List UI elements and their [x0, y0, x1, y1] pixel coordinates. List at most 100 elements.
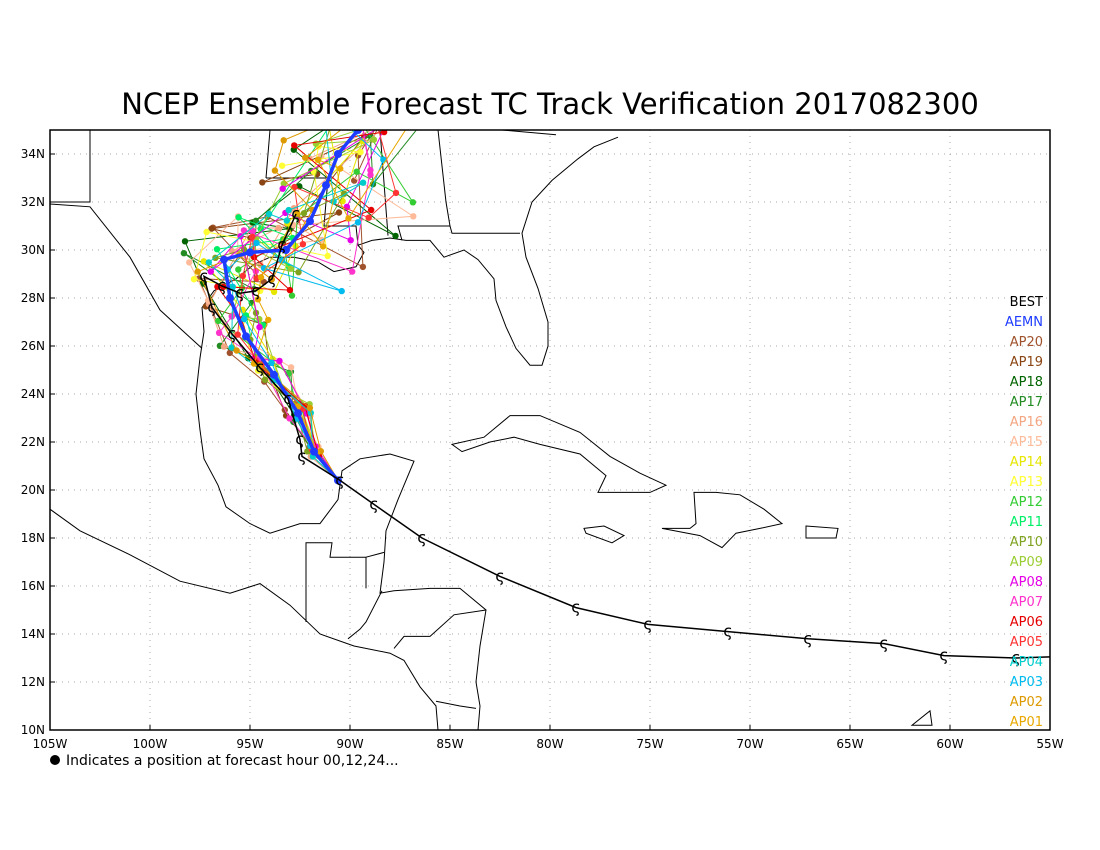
- hurricane-symbol-icon: ς: [803, 629, 812, 648]
- legend-entry: AP02: [1010, 695, 1043, 710]
- aemn-position-dot: [354, 130, 362, 134]
- aemn-position-dot: [242, 332, 250, 341]
- ensemble-position-dot: [365, 214, 372, 221]
- ensemble-position-dot: [409, 199, 417, 206]
- ensemble-position-dot: [337, 165, 344, 172]
- ensemble-position-dot: [215, 317, 222, 325]
- ensemble-position-dot: [276, 357, 283, 365]
- ensemble-position-dot: [370, 136, 378, 143]
- aemn-position-dot: [310, 447, 318, 456]
- legend-entry: AP18: [1010, 375, 1043, 390]
- ensemble-position-dot: [295, 269, 302, 276]
- legend-entry: AP19: [1010, 355, 1043, 370]
- ensemble-position-dot: [319, 243, 327, 250]
- political-boundary: [305, 542, 367, 622]
- hurricane-symbol-icon: ς: [417, 528, 426, 547]
- ensemble-position-dot: [392, 232, 399, 240]
- lon-tick-label: 105W: [33, 737, 68, 751]
- political-boundary: [393, 609, 487, 649]
- lon-tick-label: 90W: [336, 737, 363, 751]
- legend-entry: AP04: [1010, 655, 1043, 670]
- ensemble-position-dot: [240, 246, 248, 253]
- ensemble-position-dot: [359, 179, 367, 186]
- hurricane-symbol-icon: ς: [199, 266, 208, 285]
- ensemble-position-dot: [295, 75, 301, 81]
- aemn-position-dot: [220, 255, 228, 264]
- ensemble-position-dot: [316, 59, 322, 65]
- ensemble-position-dot: [207, 268, 214, 275]
- ensemble-position-dot: [208, 225, 215, 232]
- ensemble-position-dot: [349, 268, 356, 275]
- lat-tick-label: 32N: [21, 195, 45, 209]
- ensemble-position-dot: [351, 177, 358, 184]
- legend-entry: AP06: [1010, 615, 1043, 630]
- ensemble-position-dot: [288, 292, 296, 299]
- ensemble-position-dot: [270, 288, 278, 295]
- coastlines: [50, 130, 933, 730]
- aemn-track: [220, 130, 362, 485]
- ensemble-position-dot: [253, 239, 260, 247]
- hurricane-symbol-icon: ς: [267, 269, 276, 288]
- island-outline: [661, 491, 784, 549]
- ensemble-position-dot: [203, 228, 210, 236]
- ensemble-position-dot: [235, 214, 242, 221]
- ensemble-position-dot: [252, 217, 260, 224]
- lat-tick-label: 34N: [21, 147, 45, 161]
- ensemble-position-dot: [410, 213, 417, 220]
- political-boundary: [50, 201, 203, 349]
- ensemble-position-dot: [240, 315, 248, 323]
- hurricane-symbol-icon: ς: [879, 634, 888, 653]
- lon-tick-label: 80W: [536, 737, 563, 751]
- island-outline: [910, 709, 933, 726]
- political-boundary: [347, 590, 383, 640]
- political-boundary: [266, 177, 359, 246]
- political-boundary: [449, 225, 520, 234]
- ensemble-position-dot: [233, 347, 240, 354]
- ensemble-position-dot: [286, 286, 294, 294]
- lon-tick-label: 75W: [636, 737, 663, 751]
- legend-entry: AP11: [1010, 515, 1043, 530]
- ensemble-position-dot: [234, 331, 241, 338]
- ensemble-member-track: [215, 130, 374, 484]
- political-boundary: [50, 130, 91, 203]
- ensemble-position-dot: [226, 349, 233, 357]
- legend-entry: AP14: [1010, 455, 1043, 470]
- lon-tick-label: 85W: [436, 737, 463, 751]
- lon-tick-label: 100W: [133, 737, 168, 751]
- ensemble-position-dot: [284, 66, 290, 72]
- aemn-position-dot: [322, 181, 330, 190]
- lat-tick-label: 20N: [21, 483, 45, 497]
- ensemble-position-dot: [220, 343, 228, 350]
- ensemble-position-dot: [280, 137, 287, 144]
- lat-tick-label: 16N: [21, 579, 45, 593]
- ensemble-position-dot: [294, 57, 300, 63]
- aemn-position-dot: [294, 409, 302, 418]
- hurricane-symbol-icon: ς: [939, 646, 948, 665]
- hurricane-symbol-icon: ς: [335, 470, 344, 489]
- ensemble-position-dot: [213, 246, 221, 253]
- legend-entry: AP15: [1010, 435, 1043, 450]
- lon-tick-label: 70W: [736, 737, 763, 751]
- lon-tick-label: 95W: [236, 737, 263, 751]
- ensemble-position-dot: [287, 364, 295, 371]
- ensemble-position-dot: [368, 206, 375, 214]
- political-boundary: [501, 130, 557, 136]
- legend-entry: AP17: [1010, 395, 1043, 410]
- political-boundary: [265, 130, 271, 179]
- ensemble-position-dot: [268, 359, 275, 366]
- ensemble-position-dot: [249, 228, 256, 235]
- ensemble-position-dot: [306, 404, 314, 412]
- ensemble-position-dot: [228, 344, 235, 351]
- ensemble-position-dot: [315, 61, 321, 67]
- political-boundary: [365, 551, 385, 558]
- hurricane-symbol-icon: ς: [255, 358, 264, 377]
- lat-tick-label: 28N: [21, 291, 45, 305]
- ensemble-position-dot: [353, 168, 360, 175]
- legend-entry: AEMN: [1005, 315, 1043, 330]
- best-track-line: [202, 213, 1050, 659]
- hurricane-symbol-icon: ς: [217, 276, 226, 295]
- chart-title: NCEP Ensemble Forecast TC Track Verifica…: [121, 87, 979, 121]
- ensemble-position-dot: [181, 238, 189, 245]
